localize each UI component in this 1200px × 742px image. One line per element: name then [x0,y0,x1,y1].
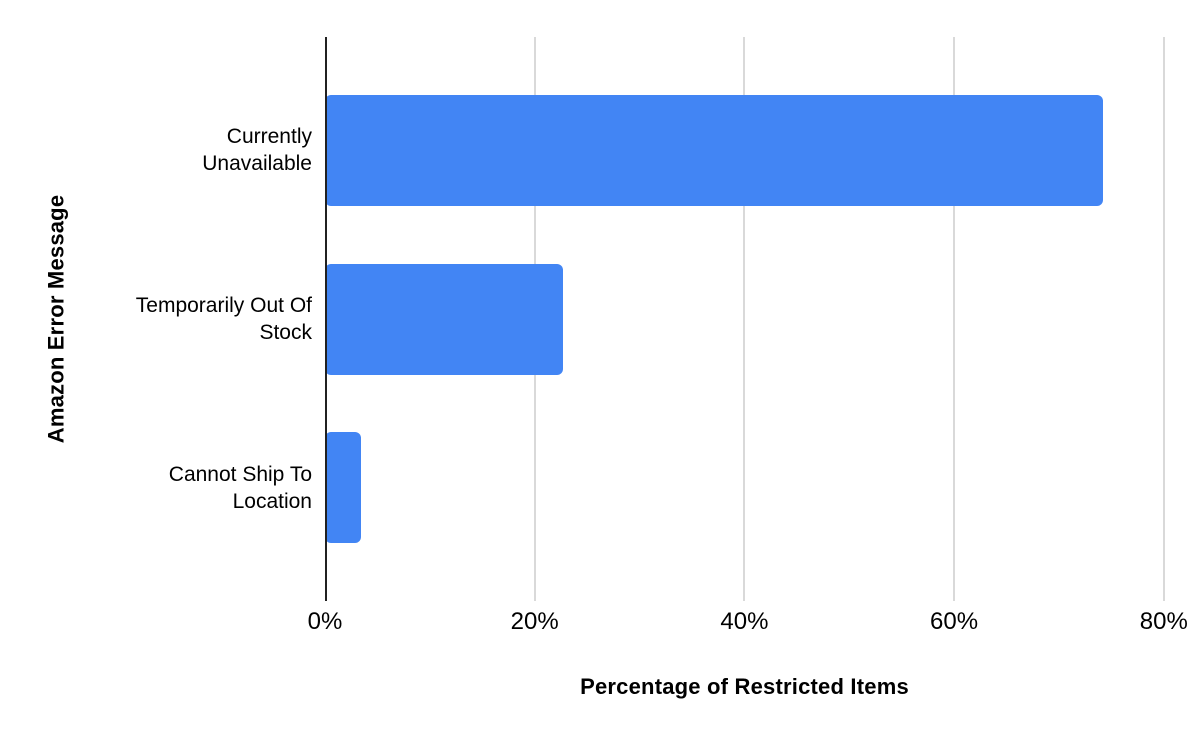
bar-series [325,37,1190,601]
gridline-80% [1162,37,1165,601]
bar-1 [325,263,563,375]
category-label: Temporarily Out Of Stock [135,294,312,344]
x-tick-label: 60% [930,608,979,635]
category-label: Cannot Ship To Location [168,462,312,513]
y-axis-title: Amazon Error Message [43,194,68,444]
y-axis-title-box: Amazon Error Message [36,37,76,601]
x-axis-tick-labels: 0% 20% 40% 60% 80% [308,608,1190,640]
x-tick-label: 0% [307,608,343,635]
y-axis-line [325,37,327,601]
plot-area [325,37,1190,601]
y-axis-category-labels: Currently Unavailable Temporarily Out Of … [117,37,312,601]
bar-0 [325,94,1103,206]
x-tick-label: 20% [510,608,559,635]
category-label: Currently Unavailable [202,125,312,176]
x-tick-label: 40% [720,608,769,635]
gridline-40% [743,37,746,601]
gridline-60% [953,37,956,601]
bar-2 [325,432,361,544]
x-tick-label: 80% [1139,608,1188,635]
x-axis-title: Percentage of Restricted Items [580,674,909,699]
